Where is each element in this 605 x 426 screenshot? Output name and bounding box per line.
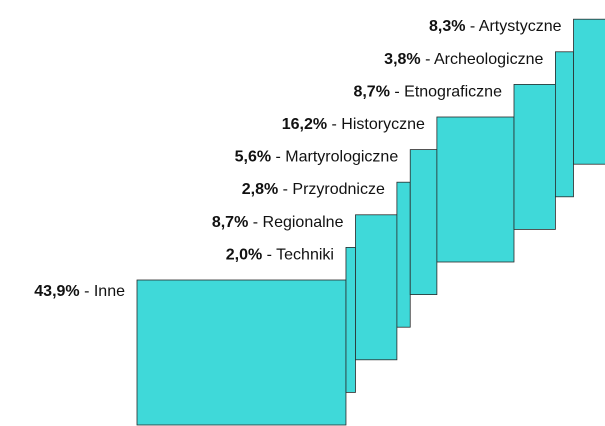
category-label: Etnograficzne [404, 84, 502, 101]
label-separator: - [248, 214, 262, 231]
category-label: Przyrodnicze [292, 181, 385, 198]
value-label: 16,2% [282, 116, 327, 133]
step-bar [396, 181, 411, 328]
label-separator: - [262, 247, 276, 264]
value-label: 8,7% [353, 84, 389, 101]
value-label: 43,9% [34, 283, 79, 300]
label-separator: - [271, 149, 285, 166]
label-separator: - [390, 84, 404, 101]
step-bar [555, 51, 574, 198]
value-label: 3,8% [384, 51, 420, 68]
bar-label: 43,9% - Inne [34, 283, 125, 300]
category-label: Martyrologiczne [285, 149, 398, 166]
category-label: Techniki [276, 247, 334, 264]
value-label: 8,7% [212, 214, 248, 231]
category-label: Regionalne [263, 214, 344, 231]
category-label: Archeologiczne [434, 51, 544, 68]
label-separator: - [465, 18, 478, 35]
bar-label: 16,2% - Historyczne [282, 116, 425, 133]
label-separator: - [327, 116, 341, 133]
category-label: Artystyczne [479, 18, 562, 35]
value-label: 5,6% [235, 149, 271, 166]
value-label: 8,3% [429, 18, 465, 35]
step-bar [436, 116, 515, 263]
category-label: Inne [94, 283, 125, 300]
value-label: 2,8% [242, 181, 278, 198]
step-bar [409, 149, 438, 296]
value-label: 2,0% [226, 247, 262, 264]
bar-label: 3,8% - Archeologiczne [384, 51, 543, 68]
label-separator: - [421, 51, 434, 68]
bar-label: 2,0% - Techniki [226, 247, 334, 264]
bar-label: 8,7% - Etnograficzne [353, 84, 502, 101]
bar-label: 2,8% - Przyrodnicze [242, 181, 385, 198]
step-bar [345, 246, 356, 393]
bar-label: 8,3% - Artystyczne [429, 18, 562, 35]
label-separator: - [278, 181, 292, 198]
label-separator: - [80, 283, 94, 300]
step-bar [513, 84, 556, 230]
category-label: Historyczne [341, 116, 425, 133]
step-bar [573, 18, 605, 165]
step-bar [136, 279, 347, 426]
bar-label: 8,7% - Regionalne [212, 214, 344, 231]
step-bar [355, 214, 398, 361]
bar-label: 5,6% - Martyrologiczne [235, 149, 399, 166]
